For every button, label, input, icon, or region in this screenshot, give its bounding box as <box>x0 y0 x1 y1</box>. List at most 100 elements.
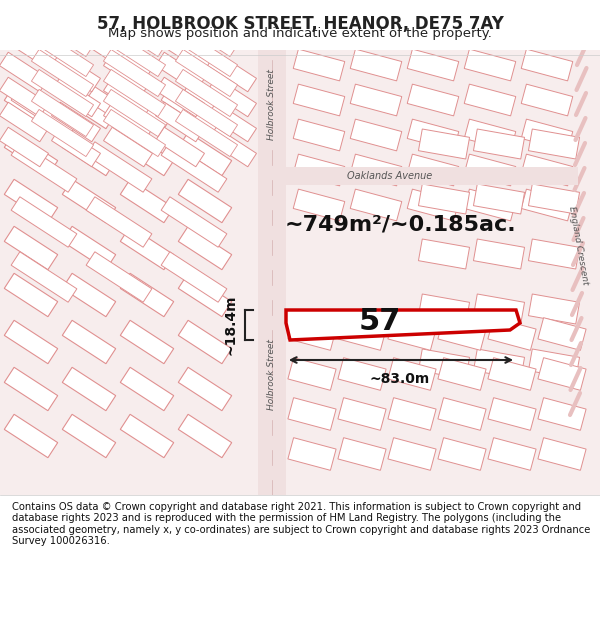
Polygon shape <box>62 414 116 458</box>
Polygon shape <box>4 85 58 129</box>
Polygon shape <box>464 154 516 186</box>
Polygon shape <box>4 132 58 176</box>
Text: Contains OS data © Crown copyright and database right 2021. This information is : Contains OS data © Crown copyright and d… <box>12 501 590 546</box>
Polygon shape <box>11 197 77 248</box>
Polygon shape <box>529 129 580 159</box>
Polygon shape <box>86 142 152 192</box>
Polygon shape <box>86 197 152 248</box>
Polygon shape <box>62 226 116 270</box>
Polygon shape <box>407 14 459 46</box>
Polygon shape <box>350 154 402 186</box>
Polygon shape <box>338 398 386 431</box>
Polygon shape <box>388 438 436 471</box>
Polygon shape <box>288 318 336 351</box>
Polygon shape <box>103 49 166 97</box>
Polygon shape <box>538 318 586 351</box>
Polygon shape <box>120 179 174 222</box>
Polygon shape <box>473 294 524 324</box>
Polygon shape <box>52 102 100 142</box>
Polygon shape <box>338 318 386 351</box>
Polygon shape <box>407 154 459 186</box>
Polygon shape <box>175 9 238 57</box>
Polygon shape <box>86 252 152 302</box>
Polygon shape <box>473 239 524 269</box>
Polygon shape <box>120 132 174 176</box>
Polygon shape <box>529 239 580 269</box>
Polygon shape <box>161 252 227 302</box>
Text: ~749m²/~0.185ac.: ~749m²/~0.185ac. <box>284 215 516 235</box>
Polygon shape <box>155 78 205 117</box>
Polygon shape <box>293 49 345 81</box>
Polygon shape <box>388 398 436 431</box>
Polygon shape <box>538 398 586 431</box>
Polygon shape <box>4 179 58 222</box>
Polygon shape <box>293 14 345 46</box>
Polygon shape <box>350 189 402 221</box>
Polygon shape <box>120 320 174 364</box>
Polygon shape <box>175 69 238 117</box>
Polygon shape <box>103 9 166 57</box>
Polygon shape <box>31 9 94 57</box>
Polygon shape <box>288 398 336 431</box>
Polygon shape <box>438 398 486 431</box>
Polygon shape <box>407 119 459 151</box>
Polygon shape <box>178 414 232 458</box>
Polygon shape <box>175 49 238 97</box>
Polygon shape <box>62 85 116 129</box>
Polygon shape <box>120 226 174 270</box>
Text: 57, HOLBROOK STREET, HEANOR, DE75 7AY: 57, HOLBROOK STREET, HEANOR, DE75 7AY <box>97 16 503 33</box>
Polygon shape <box>521 14 573 46</box>
Bar <box>258 167 578 185</box>
Polygon shape <box>418 239 470 269</box>
Polygon shape <box>103 109 166 157</box>
Polygon shape <box>155 127 205 167</box>
Polygon shape <box>418 294 470 324</box>
Polygon shape <box>62 273 116 317</box>
Polygon shape <box>488 438 536 471</box>
Text: ~18.4m: ~18.4m <box>223 295 237 355</box>
Polygon shape <box>473 129 524 159</box>
Polygon shape <box>388 357 436 391</box>
Polygon shape <box>11 252 77 302</box>
Polygon shape <box>293 84 345 116</box>
Polygon shape <box>464 84 516 116</box>
Polygon shape <box>104 102 152 142</box>
Polygon shape <box>407 189 459 221</box>
Polygon shape <box>438 318 486 351</box>
Polygon shape <box>529 184 580 214</box>
Polygon shape <box>288 357 336 391</box>
Polygon shape <box>178 273 232 317</box>
Polygon shape <box>62 132 116 176</box>
Polygon shape <box>120 368 174 411</box>
Polygon shape <box>103 69 166 117</box>
Polygon shape <box>473 349 524 379</box>
Polygon shape <box>4 273 58 317</box>
Polygon shape <box>538 357 586 391</box>
Polygon shape <box>62 368 116 411</box>
Polygon shape <box>178 320 232 364</box>
Polygon shape <box>86 32 152 82</box>
Polygon shape <box>350 119 402 151</box>
Polygon shape <box>338 357 386 391</box>
Polygon shape <box>11 32 77 82</box>
Polygon shape <box>0 102 49 142</box>
Polygon shape <box>293 189 345 221</box>
Polygon shape <box>208 78 256 117</box>
Polygon shape <box>521 49 573 81</box>
Polygon shape <box>175 89 238 137</box>
Polygon shape <box>407 49 459 81</box>
Polygon shape <box>288 438 336 471</box>
Polygon shape <box>350 14 402 46</box>
Polygon shape <box>52 78 100 117</box>
Polygon shape <box>286 310 520 340</box>
Polygon shape <box>350 49 402 81</box>
Polygon shape <box>120 414 174 458</box>
Polygon shape <box>178 179 232 222</box>
Polygon shape <box>521 119 573 151</box>
Polygon shape <box>161 32 227 82</box>
Polygon shape <box>103 89 166 137</box>
Polygon shape <box>155 52 205 92</box>
Polygon shape <box>464 189 516 221</box>
Polygon shape <box>52 52 100 92</box>
Polygon shape <box>11 142 77 192</box>
